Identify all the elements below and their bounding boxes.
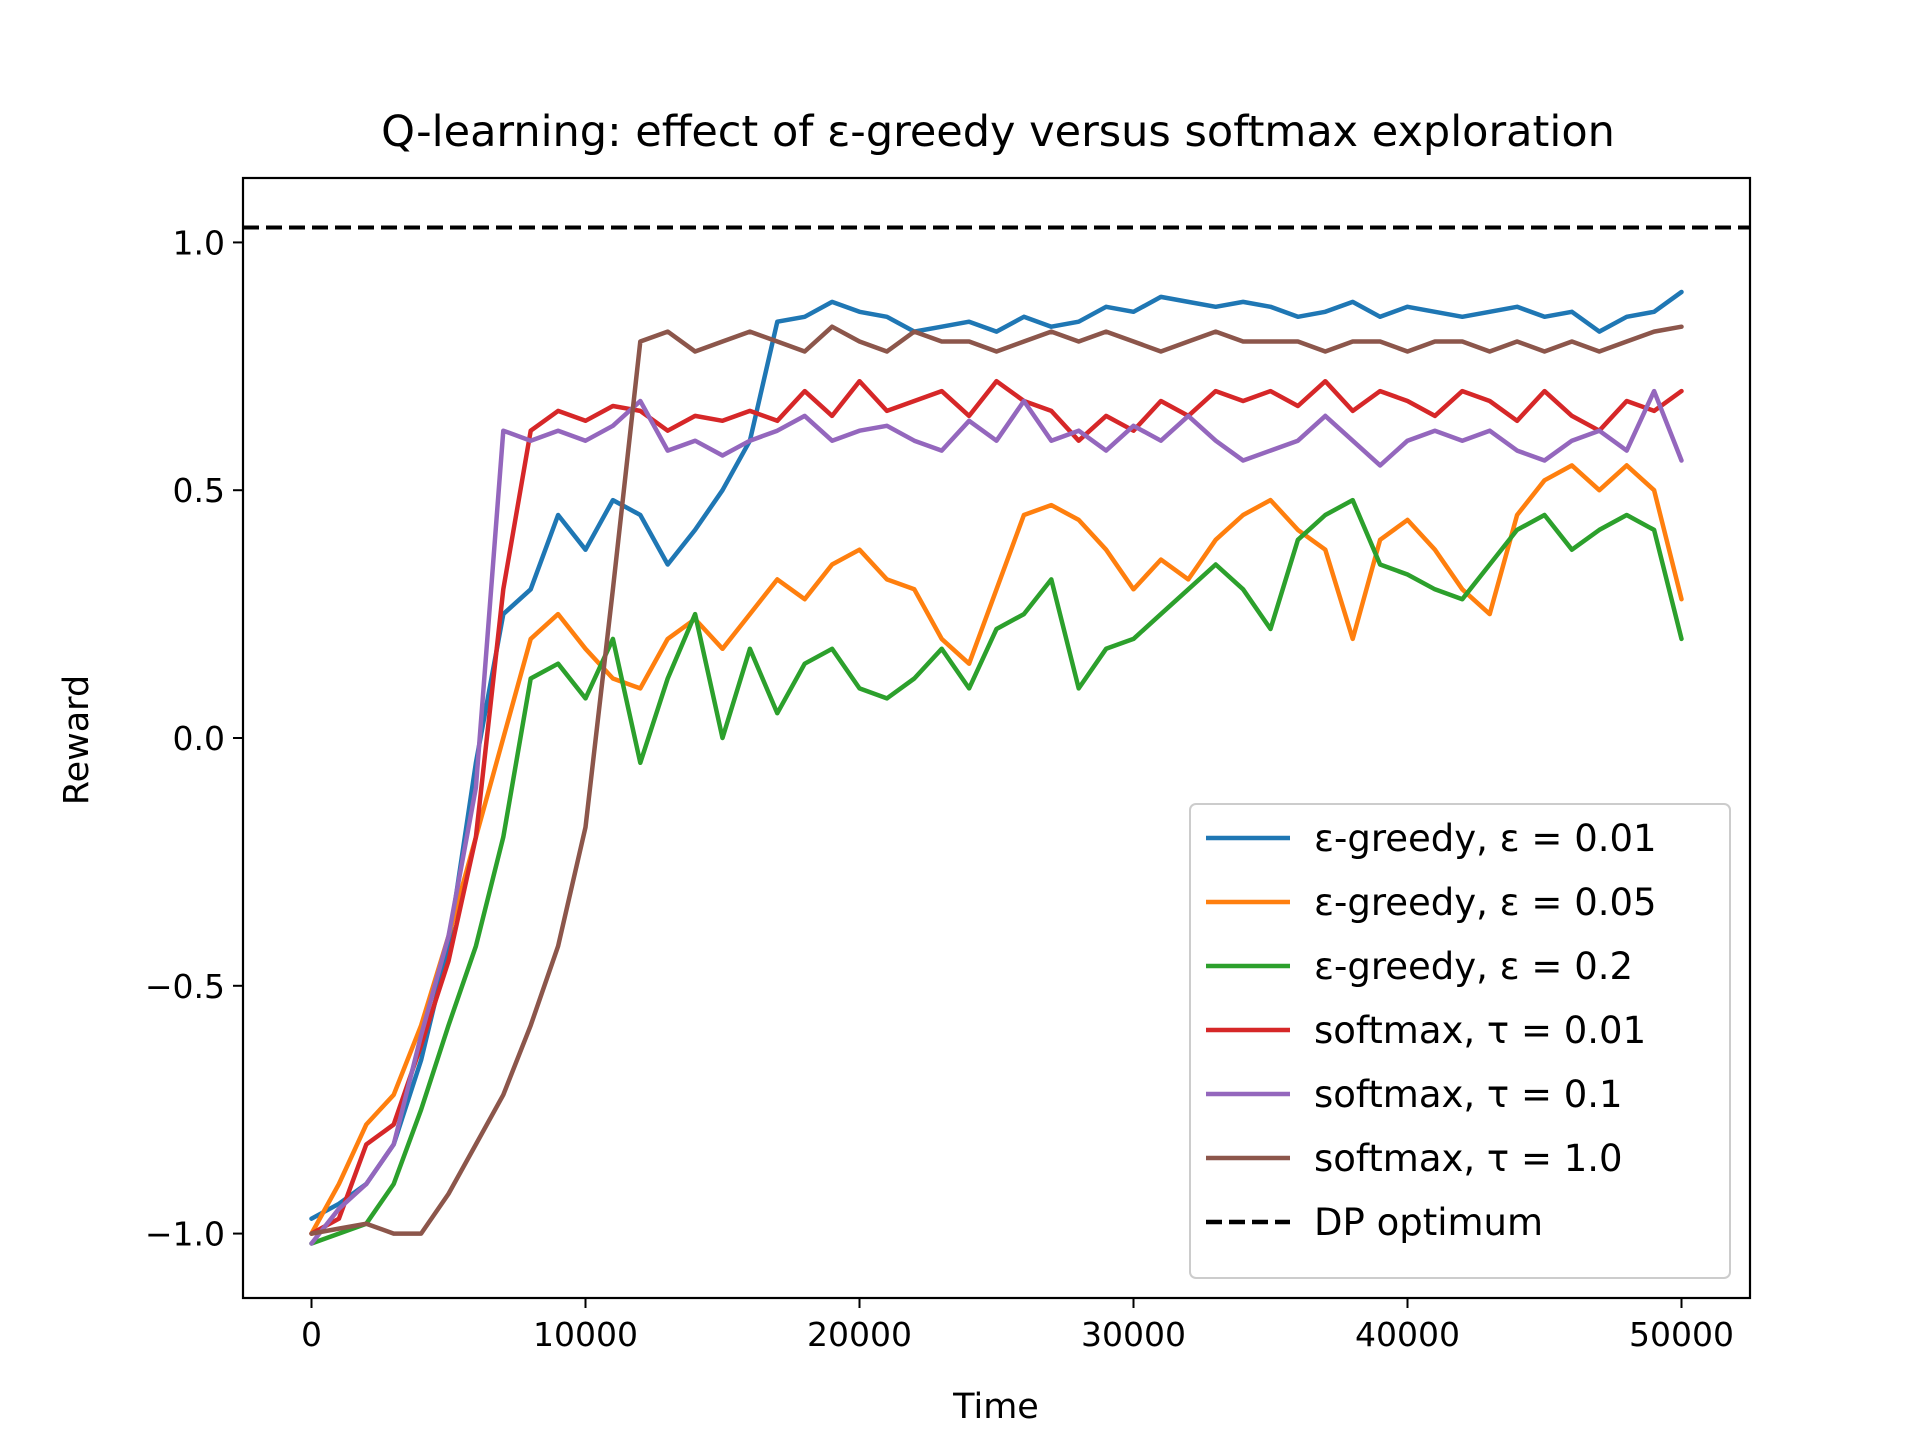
legend-label: ε-greedy, ε = 0.01 (1314, 817, 1657, 860)
series-line-3 (309, 497, 1684, 1246)
y-tick-label: 0.0 (173, 719, 225, 758)
legend-label: ε-greedy, ε = 0.2 (1314, 945, 1633, 988)
series-layer (309, 289, 1684, 1246)
legend-label: softmax, τ = 1.0 (1314, 1137, 1623, 1180)
series-line-6 (309, 324, 1684, 1236)
x-tick-label: 0 (301, 1315, 322, 1354)
legend-frame (1189, 803, 1731, 1279)
legend-label: DP optimum (1314, 1201, 1543, 1244)
x-tick-label: 50000 (1629, 1315, 1734, 1354)
y-tick-label: 1.0 (173, 223, 225, 262)
legend: ε-greedy, ε = 0.01 ε-greedy, ε = 0.05 ε-gr… (1189, 803, 1731, 1279)
x-tick-label: 10000 (533, 1315, 638, 1354)
x-axis: 0 10000 20000 30000 40000 50000 (301, 1298, 1734, 1354)
chart-title: Q-learning: effect of ε-greedy versus so… (381, 107, 1615, 157)
y-axis: −1.0 −0.5 0.0 0.5 1.0 (145, 223, 243, 1254)
y-tick-label: −0.5 (145, 967, 225, 1006)
series-line-4 (309, 378, 1684, 1236)
y-tick-label: −1.0 (145, 1215, 225, 1254)
x-tick-label: 40000 (1355, 1315, 1460, 1354)
legend-label: ε-greedy, ε = 0.05 (1314, 881, 1657, 924)
y-axis-label: Reward (57, 675, 97, 805)
legend-label: softmax, τ = 0.01 (1314, 1009, 1646, 1052)
legend-label: softmax, τ = 0.1 (1314, 1073, 1623, 1116)
series-line-5 (309, 388, 1684, 1246)
x-tick-label: 20000 (807, 1315, 912, 1354)
x-tick-label: 30000 (1081, 1315, 1186, 1354)
x-axis-label: Time (952, 1387, 1039, 1427)
series-line-2 (309, 463, 1684, 1236)
y-tick-label: 0.5 (173, 471, 225, 510)
series-line-1 (309, 289, 1684, 1221)
